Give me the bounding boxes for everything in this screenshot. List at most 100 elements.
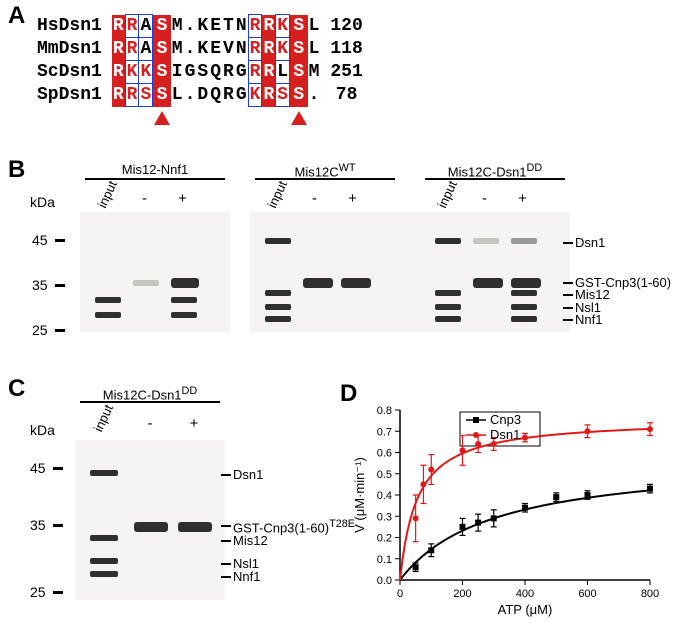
gel-band: [171, 312, 197, 318]
gel-lane-pm: +: [174, 415, 214, 432]
kda-mark: 25: [32, 322, 48, 338]
gel-band: [171, 278, 199, 288]
band-label-tick: [563, 294, 573, 296]
gel-band: [134, 522, 168, 532]
alignment-residue: K: [125, 61, 139, 84]
svg-text:0.7: 0.7: [377, 426, 392, 438]
gel-lane-pm: +: [505, 190, 540, 207]
alignment-residue: S: [276, 84, 290, 107]
svg-text:0.4: 0.4: [377, 490, 392, 502]
svg-text:400: 400: [516, 588, 534, 600]
svg-text:ATP (μM): ATP (μM): [498, 602, 553, 617]
kda-label: kDa: [30, 194, 55, 210]
kda-label: kDa: [30, 422, 55, 438]
alignment-residue: R: [112, 84, 125, 107]
alignment-residue: L: [308, 15, 321, 38]
alignment-residue: S: [153, 84, 171, 107]
gel-band: [473, 238, 499, 244]
band-label-tick: [221, 474, 231, 476]
alignment-table: HsDsn1RRASM.KETNRRKSL120MmDsn1RRASM.KEVN…: [36, 14, 364, 125]
alignment-residue: M: [171, 38, 184, 61]
alignment-residue: G: [235, 84, 248, 107]
alignment-position: 251: [320, 61, 363, 84]
alignment-marker-triangle: [291, 111, 307, 125]
gel-band: [90, 571, 118, 577]
gel-group-title: Mis12C-Dsn1DD: [420, 162, 570, 179]
gel-band: [435, 290, 461, 296]
panel-c-gel: Mis12C-Dsn1DDinput-+kDa453525Dsn1GST-Cnp…: [30, 385, 340, 615]
band-label-tick: [221, 540, 231, 542]
alignment-residue: R: [125, 15, 139, 38]
alignment-residue: S: [139, 84, 153, 107]
gel-band: [435, 316, 461, 322]
panel-b-label: B: [8, 156, 25, 184]
svg-text:0.5: 0.5: [377, 469, 392, 481]
gel-band: [511, 278, 541, 288]
band-label: Mis12: [233, 533, 268, 548]
kda-tick: [53, 591, 63, 594]
gel-band: [265, 238, 291, 244]
kda-tick: [53, 467, 63, 470]
gel-band: [95, 312, 121, 318]
gel-group-title: Mis12C-Dsn1DD: [75, 385, 225, 402]
alignment-residue: K: [276, 15, 290, 38]
alignment-residue: R: [248, 15, 262, 38]
alignment-residue: K: [196, 15, 209, 38]
alignment-residue: S: [290, 61, 308, 84]
svg-text:V (μM·min⁻¹): V (μM·min⁻¹): [352, 457, 367, 533]
alignment-residue: N: [235, 15, 248, 38]
gel-lane-input: input: [88, 397, 118, 440]
band-label-tick: [563, 282, 573, 284]
band-label: Nnf1: [233, 569, 260, 584]
alignment-residue: R: [112, 61, 125, 84]
alignment-position: 78: [320, 84, 363, 107]
kda-tick: [55, 329, 65, 332]
alignment-species-name: SpDsn1: [36, 84, 112, 107]
gel-band: [341, 278, 371, 288]
alignment-residue: K: [248, 84, 262, 107]
alignment-residue: S: [290, 38, 308, 61]
gel-band: [178, 522, 212, 532]
alignment-residue: I: [171, 61, 184, 84]
alignment-residue: G: [235, 61, 248, 84]
alignment-residue: R: [262, 61, 276, 84]
gel-lane-pm: -: [127, 190, 162, 207]
alignment-residue: Q: [209, 61, 222, 84]
gel-band: [511, 316, 537, 322]
band-label-tick: [563, 307, 573, 309]
gel-band: [435, 304, 461, 310]
gel-group-title: Mis12CWT: [250, 162, 400, 179]
kda-tick: [53, 524, 63, 527]
svg-text:0.0: 0.0: [377, 575, 392, 587]
alignment-residue: L: [308, 38, 321, 61]
gel-band: [303, 278, 333, 288]
svg-text:200: 200: [453, 588, 471, 600]
alignment-residue: D: [196, 84, 209, 107]
alignment-residue: R: [262, 15, 276, 38]
alignment-residue: .: [184, 38, 197, 61]
alignment-residue: R: [262, 84, 276, 107]
gel-lane-pm: -: [467, 190, 502, 207]
alignment-residue: S: [153, 38, 171, 61]
alignment-residue: T: [222, 15, 235, 38]
gel-band: [265, 290, 291, 296]
band-label-tick: [563, 319, 573, 321]
svg-text:0: 0: [397, 588, 403, 600]
alignment-position: 118: [320, 38, 363, 61]
gel-band: [473, 278, 503, 288]
panel-a-label: A: [8, 2, 25, 30]
alignment-residue: R: [222, 84, 235, 107]
alignment-species-name: HsDsn1: [36, 15, 112, 38]
alignment-species-name: MmDsn1: [36, 38, 112, 61]
alignment-residue: G: [184, 61, 197, 84]
gel-band: [90, 535, 118, 541]
gel-image: [75, 440, 225, 600]
gel-lane-input: input: [433, 175, 461, 213]
alignment-residue: R: [248, 61, 262, 84]
alignment-residue: R: [112, 38, 125, 61]
panel-b-gel: kDa453525Mis12-Nnf1input-+Mis12CWTinput-…: [30, 162, 650, 347]
alignment-residue: .: [308, 84, 321, 107]
gel-band: [133, 280, 159, 286]
svg-text:0.3: 0.3: [377, 511, 392, 523]
band-label: Nnf1: [575, 312, 602, 327]
